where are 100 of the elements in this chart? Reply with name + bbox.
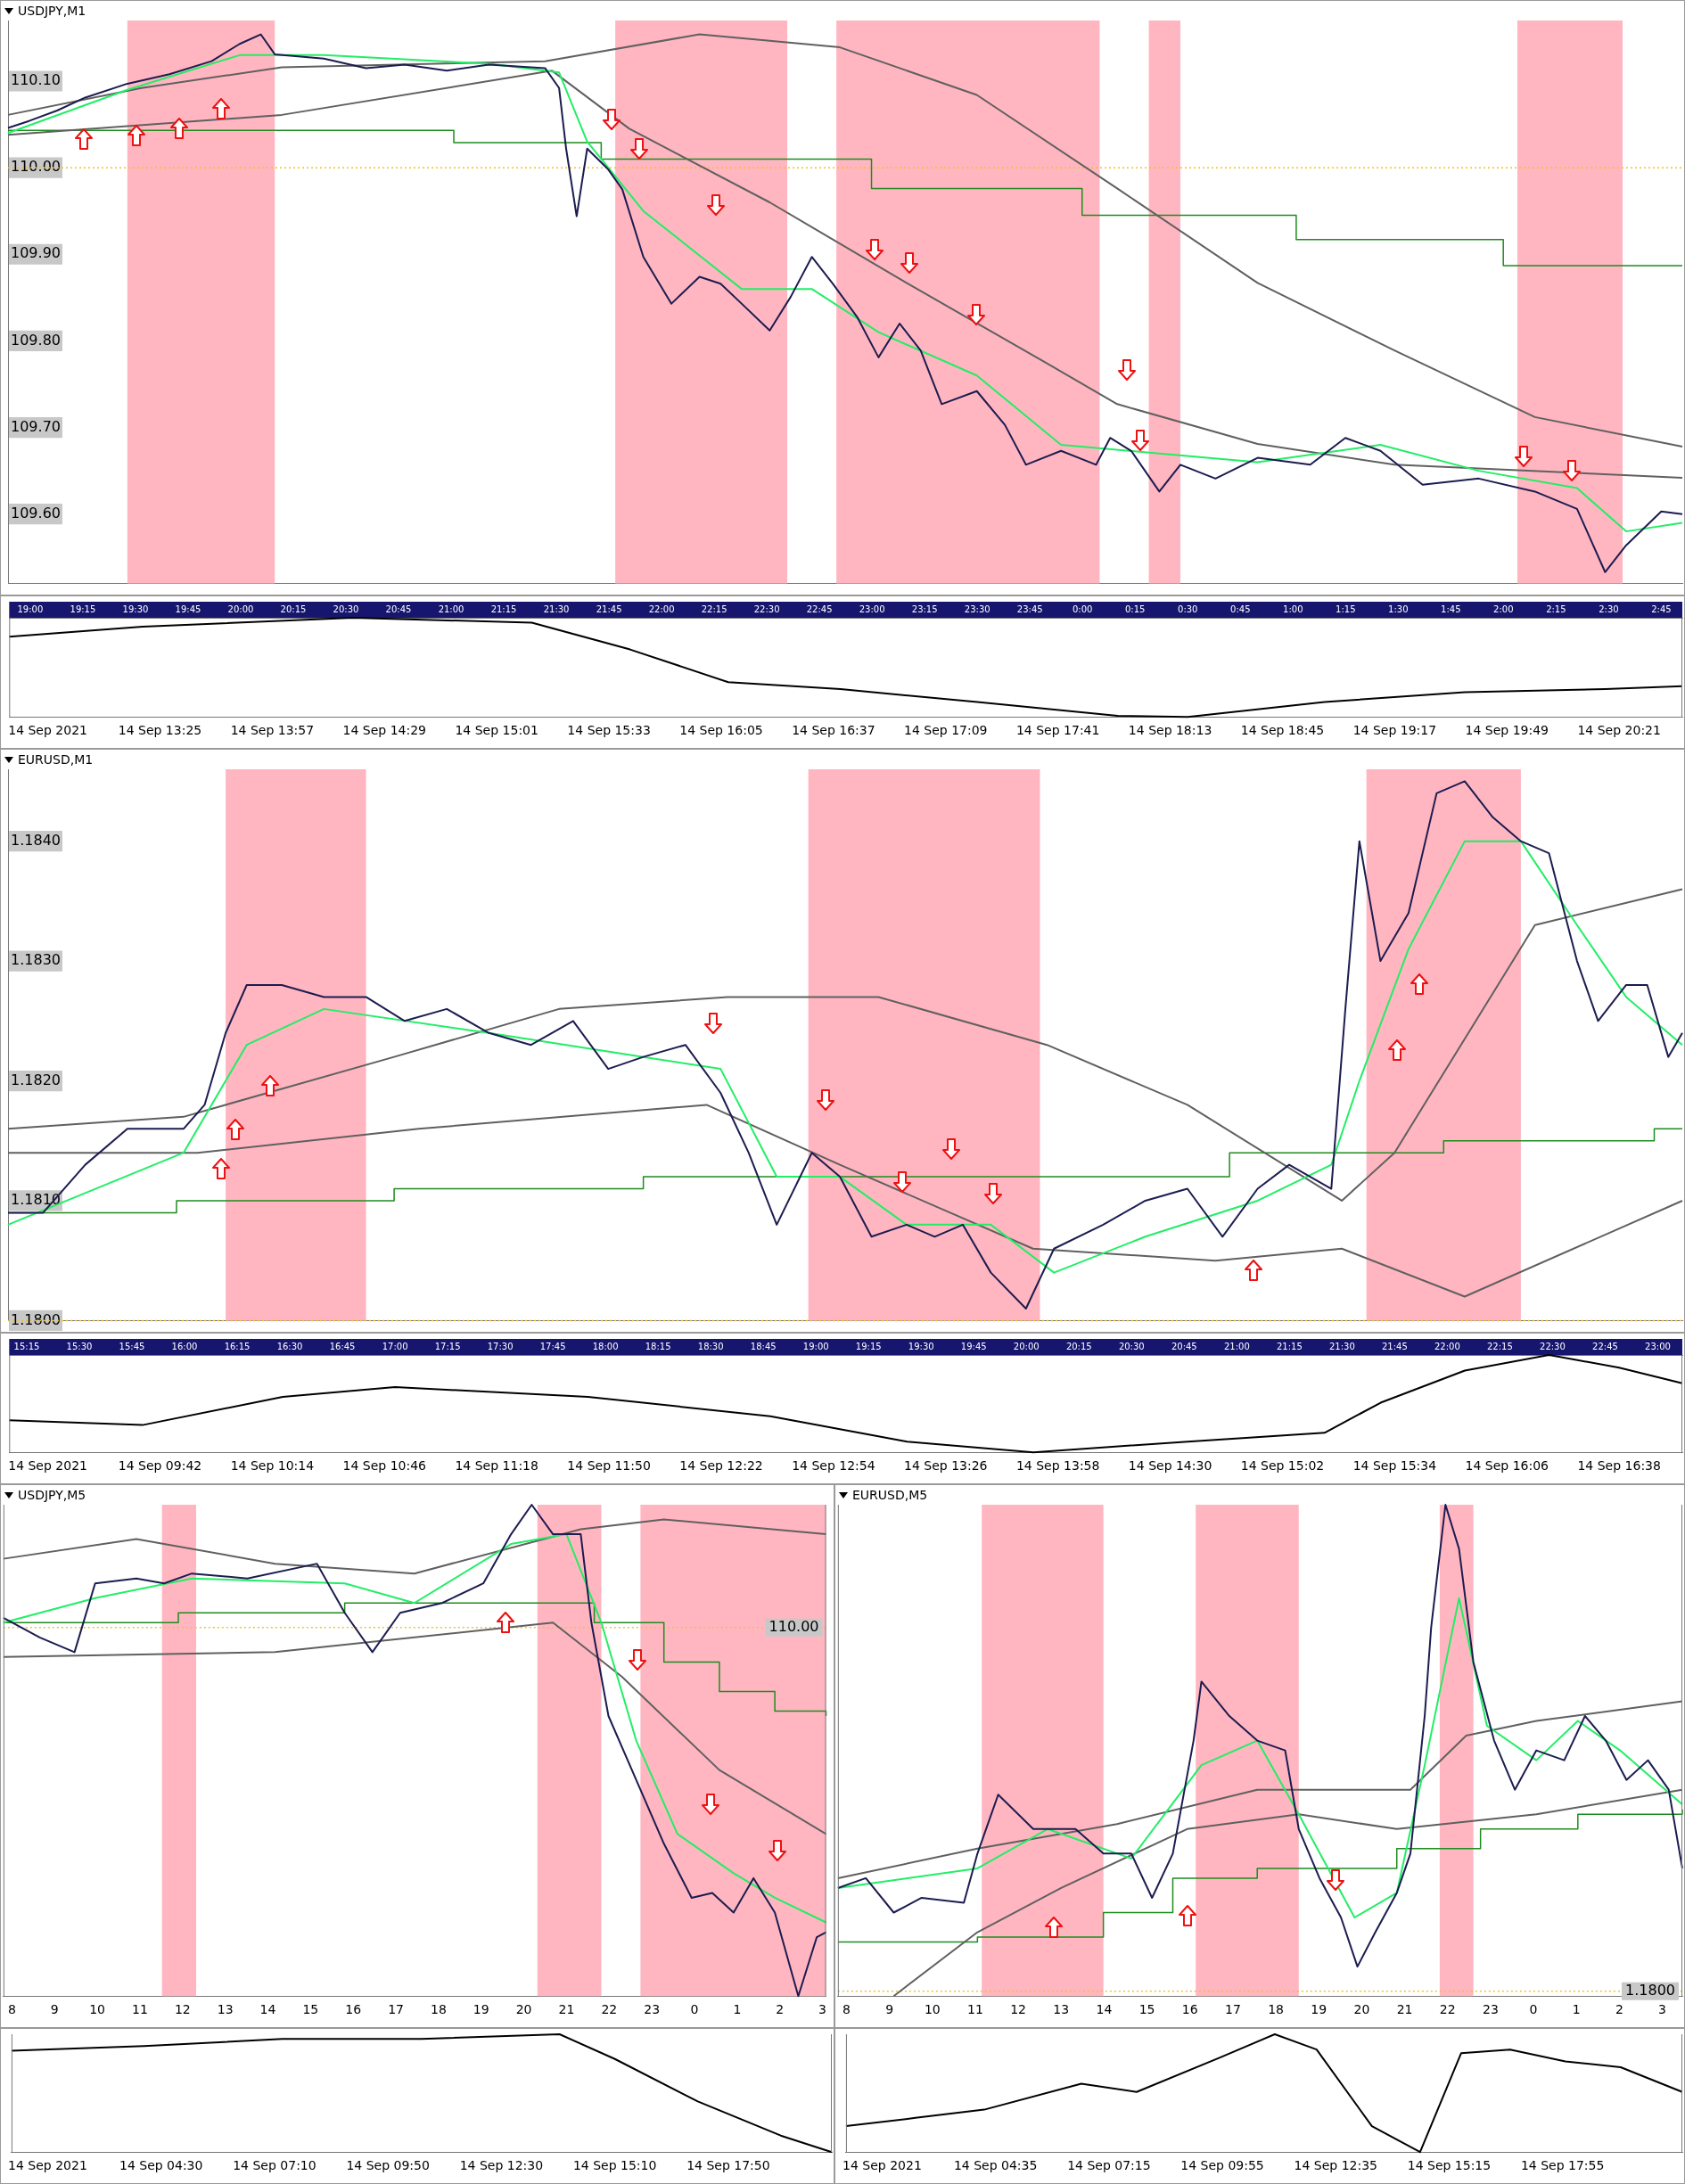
x2-tick-label: 20:45 xyxy=(385,603,412,614)
x-tick-label: 14 Sep 16:38 xyxy=(1577,1458,1661,1474)
x-tick-label: 20 xyxy=(1353,2002,1370,2017)
x2-tick-label: 18:30 xyxy=(697,1341,724,1351)
x-tick-label: 14 Sep 14:30 xyxy=(1128,1458,1212,1474)
y-tick-label: 1.1800 xyxy=(11,1310,61,1328)
y-tick-label: 110.10 xyxy=(11,71,61,89)
x2-tick-label: 1:15 xyxy=(1336,603,1356,614)
x2-tick-label: 17:30 xyxy=(487,1341,514,1351)
x-tick-label: 14 Sep 17:09 xyxy=(904,723,988,738)
x2-tick-label: 19:00 xyxy=(802,1341,829,1351)
x-tick-label: 21 xyxy=(558,2002,575,2017)
x-tick-label: 23 xyxy=(1482,2002,1499,2017)
chart-title: USDJPY,M1 xyxy=(18,4,86,18)
x-tick-label: 9 xyxy=(50,2002,59,2017)
y-tick-label: 109.80 xyxy=(11,331,61,349)
x-tick-label: 14 Sep 15:15 xyxy=(1407,2158,1492,2173)
x-tick-label: 14 Sep 18:45 xyxy=(1240,723,1325,738)
x2-tick-label: 2:45 xyxy=(1651,603,1672,614)
x2-tick-label: 19:30 xyxy=(122,603,149,614)
x-tick-label: 14 Sep 15:10 xyxy=(572,2158,657,2173)
chart-title: USDJPY,M5 xyxy=(18,1488,86,1502)
x-tick-label: 15 xyxy=(302,2002,319,2017)
x-tick-label: 13 xyxy=(217,2002,234,2017)
x2-tick-label: 17:45 xyxy=(539,1341,566,1351)
x-tick-label: 14 Sep 2021 xyxy=(8,723,87,738)
x-tick-label: 19 xyxy=(473,2002,489,2017)
x2-tick-label: 17:00 xyxy=(382,1341,408,1351)
x-tick-label: 14 xyxy=(259,2002,276,2017)
annotation: 1.1800 xyxy=(1625,1981,1675,1999)
x-tick-label: 11 xyxy=(132,2002,148,2017)
x2-tick-label: 17:15 xyxy=(434,1341,461,1351)
x2-tick-label: 21:45 xyxy=(596,603,622,614)
x2-tick-label: 0:30 xyxy=(1178,603,1198,614)
x2-tick-label: 23:00 xyxy=(859,603,885,614)
x2-tick-label: 0:00 xyxy=(1072,603,1093,614)
x-tick-label: 0 xyxy=(1529,2002,1538,2017)
x-tick-label: 17 xyxy=(388,2002,404,2017)
x-tick-label: 14 Sep 2021 xyxy=(842,2158,922,2173)
x-tick-label: 14 Sep 15:02 xyxy=(1240,1458,1325,1474)
x-tick-label: 14 Sep 15:01 xyxy=(455,723,538,738)
x-tick-label: 14 Sep 07:15 xyxy=(1067,2158,1151,2173)
x-tick-label: 8 xyxy=(842,2002,851,2017)
x-tick-label: 14 Sep 13:58 xyxy=(1015,1458,1100,1474)
x-tick-label: 16 xyxy=(1181,2002,1198,2017)
x-tick-label: 0 xyxy=(690,2002,699,2017)
x2-tick-label: 20:30 xyxy=(1118,1341,1145,1351)
x-tick-label: 14 Sep 12:22 xyxy=(679,1458,763,1474)
x-tick-label: 14 Sep 04:30 xyxy=(119,2158,203,2173)
x2-tick-label: 20:15 xyxy=(1065,1341,1092,1351)
x-tick-label: 14 Sep 16:06 xyxy=(1465,1458,1549,1474)
x-tick-label: 18 xyxy=(430,2002,447,2017)
x-tick-label: 22 xyxy=(601,2002,618,2017)
x-tick-label: 1 xyxy=(1572,2002,1581,2017)
annotation: 110.00 xyxy=(769,1617,819,1635)
y-tick-label: 109.60 xyxy=(11,504,61,521)
x-tick-label: 14 Sep 13:57 xyxy=(230,723,315,738)
x-tick-label: 14 Sep 19:17 xyxy=(1352,723,1437,738)
x-tick-label: 11 xyxy=(967,2002,983,2017)
x2-tick-label: 22:15 xyxy=(701,603,727,614)
x-tick-label: 12 xyxy=(1010,2002,1027,2017)
x-tick-label: 14 xyxy=(1096,2002,1113,2017)
y-tick-label: 1.1820 xyxy=(11,1071,61,1088)
x-tick-label: 14 Sep 16:05 xyxy=(679,723,763,738)
x2-tick-label: 19:15 xyxy=(70,603,96,614)
x2-tick-label: 16:15 xyxy=(224,1341,251,1351)
x-tick-label: 9 xyxy=(885,2002,894,2017)
x2-tick-label: 18:45 xyxy=(750,1341,777,1351)
x2-tick-label: 1:30 xyxy=(1388,603,1409,614)
x2-tick-label: 15:30 xyxy=(66,1341,93,1351)
x-tick-label: 14 Sep 2021 xyxy=(8,1458,87,1474)
x-tick-label: 14 Sep 12:30 xyxy=(459,2158,544,2173)
x-tick-label: 23 xyxy=(644,2002,661,2017)
x2-tick-label: 18:00 xyxy=(592,1341,619,1351)
x-tick-label: 2 xyxy=(776,2002,785,2017)
x2-tick-label: 18:15 xyxy=(645,1341,671,1351)
x2-tick-label: 22:00 xyxy=(1434,1341,1460,1351)
x2-tick-label: 2:30 xyxy=(1599,603,1619,614)
x-tick-label: 14 Sep 04:35 xyxy=(953,2158,1038,2173)
x-tick-label: 14 Sep 13:25 xyxy=(118,723,202,738)
x-tick-label: 17 xyxy=(1225,2002,1241,2017)
x2-tick-label: 19:45 xyxy=(175,603,201,614)
x-tick-label: 14 Sep 07:10 xyxy=(233,2158,316,2173)
x2-tick-label: 16:30 xyxy=(276,1341,303,1351)
chart-title: EURUSD,M5 xyxy=(852,1488,928,1502)
x-tick-label: 1 xyxy=(733,2002,742,2017)
x-tick-label: 14 Sep 2021 xyxy=(8,2158,87,2173)
x2-tick-label: 21:00 xyxy=(1223,1341,1250,1351)
x-tick-label: 14 Sep 09:55 xyxy=(1180,2158,1264,2173)
x-tick-label: 15 xyxy=(1138,2002,1155,2017)
x2-tick-label: 21:15 xyxy=(1276,1341,1303,1351)
x2-tick-label: 22:15 xyxy=(1487,1341,1513,1351)
x2-tick-label: 19:15 xyxy=(855,1341,882,1351)
x-tick-label: 14 Sep 11:18 xyxy=(455,1458,538,1474)
x2-tick-label: 20:45 xyxy=(1171,1341,1197,1351)
x2-tick-label: 21:15 xyxy=(490,603,517,614)
x-tick-label: 14 Sep 16:37 xyxy=(792,723,875,738)
x-tick-label: 21 xyxy=(1396,2002,1413,2017)
x-tick-label: 14 Sep 17:55 xyxy=(1520,2158,1605,2173)
x2-tick-label: 15:15 xyxy=(13,1341,40,1351)
